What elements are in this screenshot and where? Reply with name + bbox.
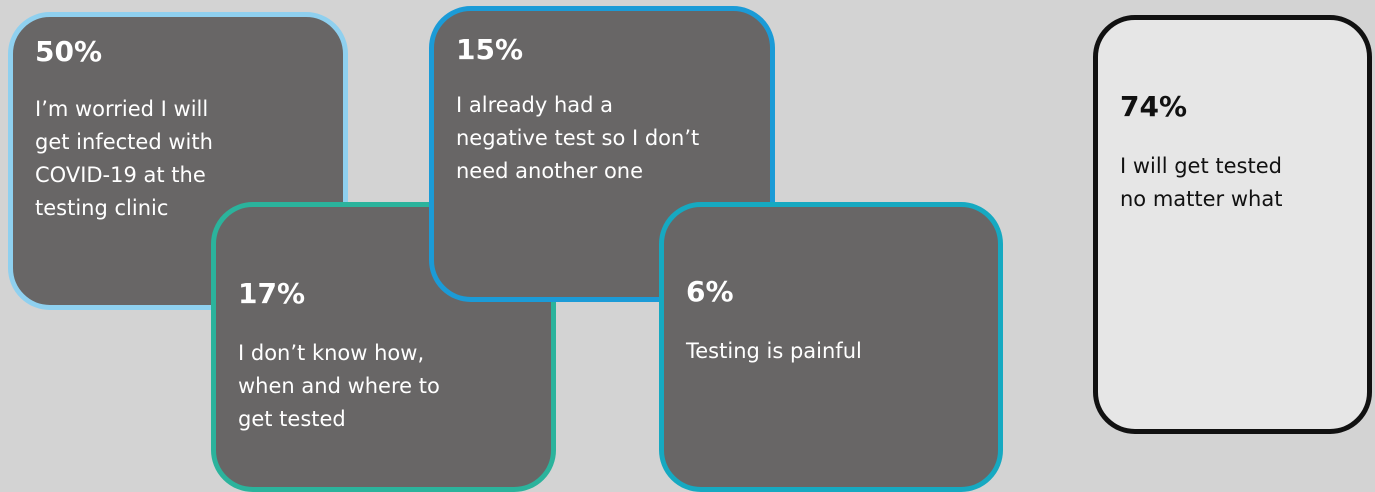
stat-text: get tested [238, 407, 346, 431]
stat-text: testing clinic [35, 196, 169, 220]
stat-card: 74% I will get tested no matter what [1093, 15, 1372, 434]
stat-percent: 15% [456, 33, 524, 66]
stat-text: I will get tested [1120, 154, 1282, 178]
stat-card: 6% Testing is painful [659, 202, 1003, 492]
stat-text: Testing is painful [686, 339, 862, 363]
stat-card: 15% I already had a negative test so I don… [429, 6, 775, 302]
stat-text: COVID-19 at the [35, 163, 206, 187]
stat-text: need another one [456, 159, 644, 183]
stat-percent: 6% [686, 275, 734, 308]
stat-percent: 74% [1120, 90, 1188, 123]
stat-text: I’m worried I will [35, 97, 209, 121]
stat-text: when and where to [238, 374, 440, 398]
stat-text: no matter what [1120, 187, 1283, 211]
stat-text: negative test so I don’t [456, 126, 700, 150]
stat-card: 50% I’m worried I will get infected with CO… [8, 12, 348, 310]
stat-percent: 50% [35, 35, 103, 68]
stat-text: I already had a [456, 93, 614, 117]
stat-text: get infected with [35, 130, 213, 154]
stat-percent: 17% [238, 277, 306, 310]
stat-text: I don’t know how, [238, 341, 425, 365]
